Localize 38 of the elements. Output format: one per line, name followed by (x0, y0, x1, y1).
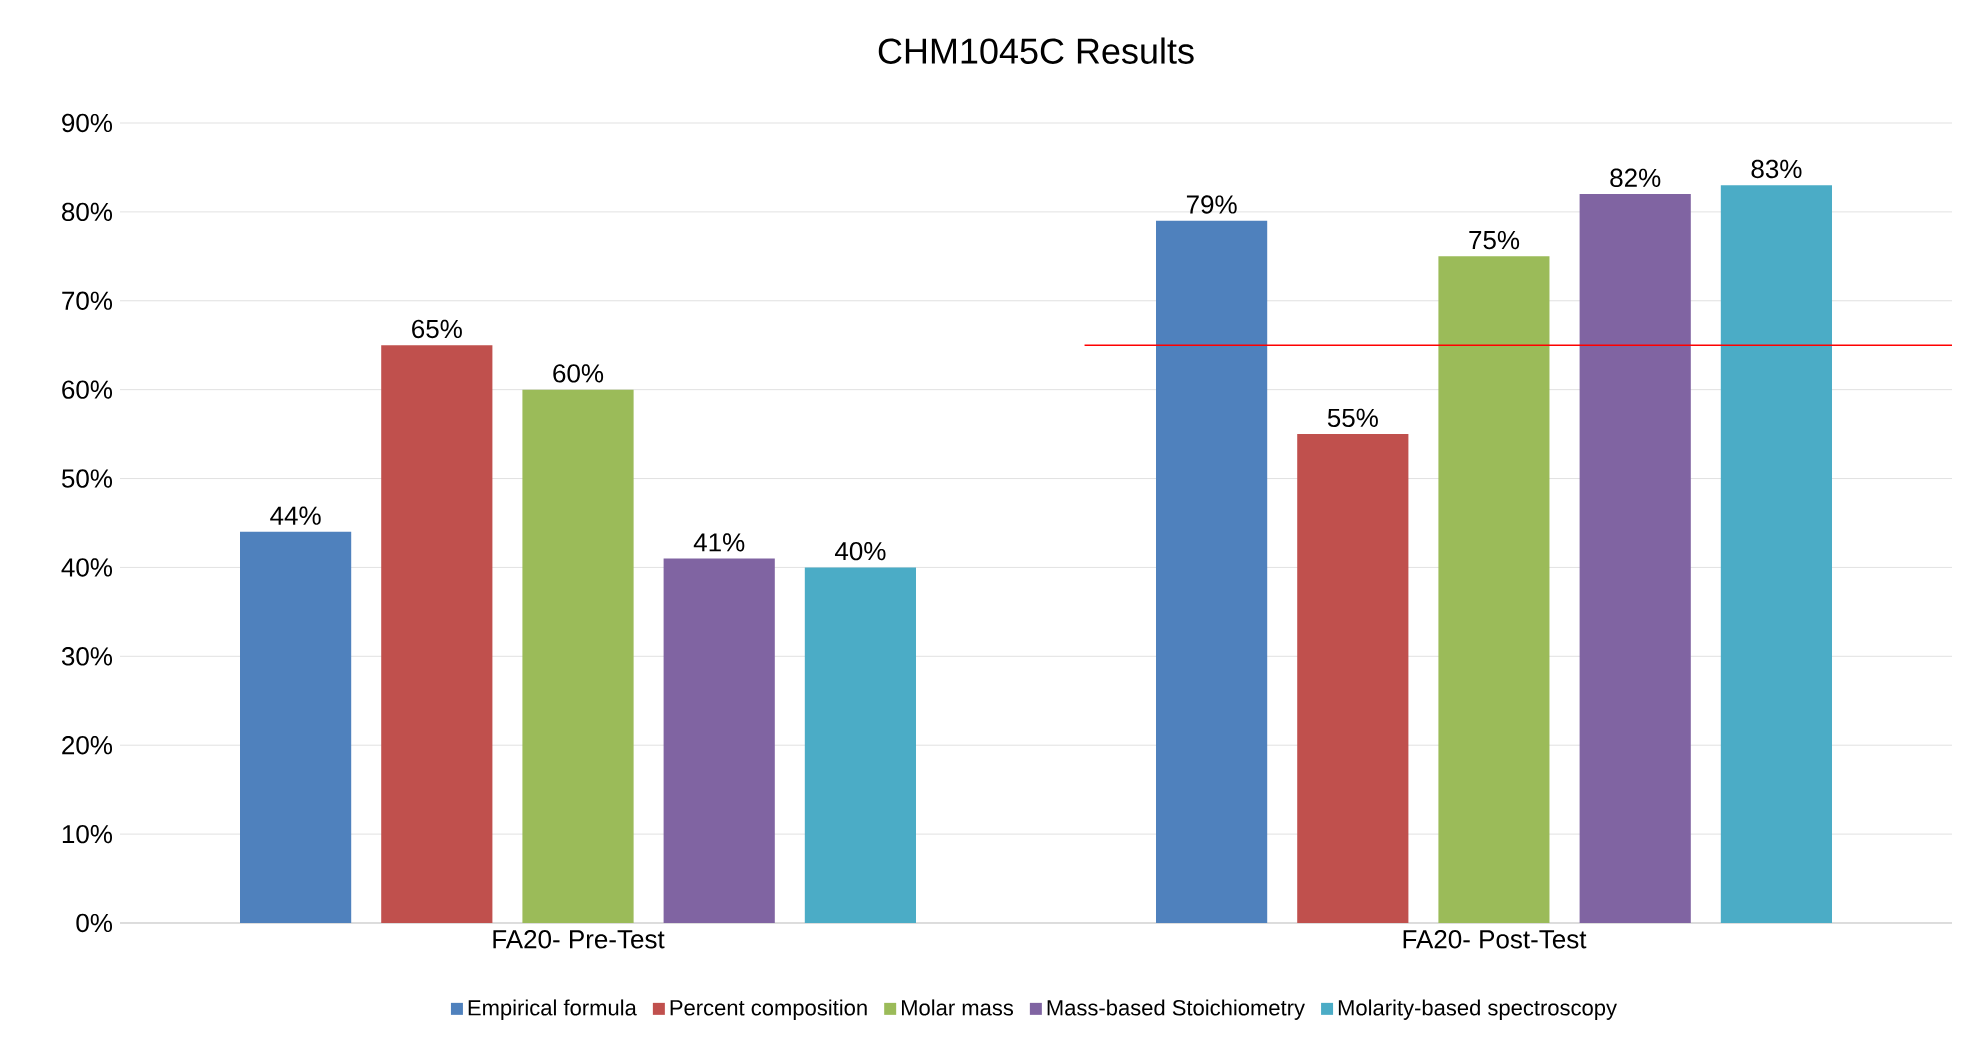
bar (1297, 434, 1409, 923)
data-label: 79% (1186, 195, 1237, 214)
bar (1156, 220, 1268, 923)
data-label: 82% (1610, 168, 1661, 188)
y-tick-label: 90% (62, 113, 113, 133)
bar (522, 389, 634, 923)
data-label: 55% (1327, 408, 1378, 428)
y-tick-label: 30% (61, 647, 113, 666)
x-tick-label: FA20- Pre-Test (493, 930, 665, 949)
bar (381, 345, 493, 923)
data-label: 40% (834, 541, 886, 561)
bar (663, 558, 775, 923)
bar (1720, 185, 1833, 923)
legend-label: Mass-based Stoichiometry (1047, 999, 1305, 1020)
chart-title: CHM1045C Results (878, 37, 1194, 64)
y-tick-label: 40% (61, 558, 113, 577)
y-tick-label: 0% (76, 913, 113, 933)
y-tick-label: 60% (62, 380, 113, 399)
y-tick-label: 20% (62, 736, 113, 755)
data-label: 83% (1751, 159, 1802, 179)
legend-label: Molar mass (902, 999, 1014, 1016)
bar (804, 567, 917, 923)
y-tick-label: 70% (62, 291, 113, 310)
y-tick-label: 50% (61, 469, 113, 488)
data-label: 44% (270, 506, 321, 525)
bar (240, 531, 352, 923)
legend-label: Empirical formula (468, 999, 637, 1020)
data-label: 75% (1469, 230, 1520, 250)
data-label: 41% (693, 533, 745, 552)
legend-label: Molarity-based spectroscopy (1338, 999, 1617, 1020)
y-tick-label: 10% (62, 824, 113, 844)
legend-label: Percent composition (670, 999, 867, 1020)
x-tick-label: FA20- Post-Test (1403, 930, 1587, 949)
y-tick-label: 80% (62, 202, 113, 222)
bar (1438, 256, 1550, 923)
data-label: 65% (412, 319, 462, 339)
bar (1579, 194, 1691, 923)
data-label: 60% (553, 364, 604, 383)
